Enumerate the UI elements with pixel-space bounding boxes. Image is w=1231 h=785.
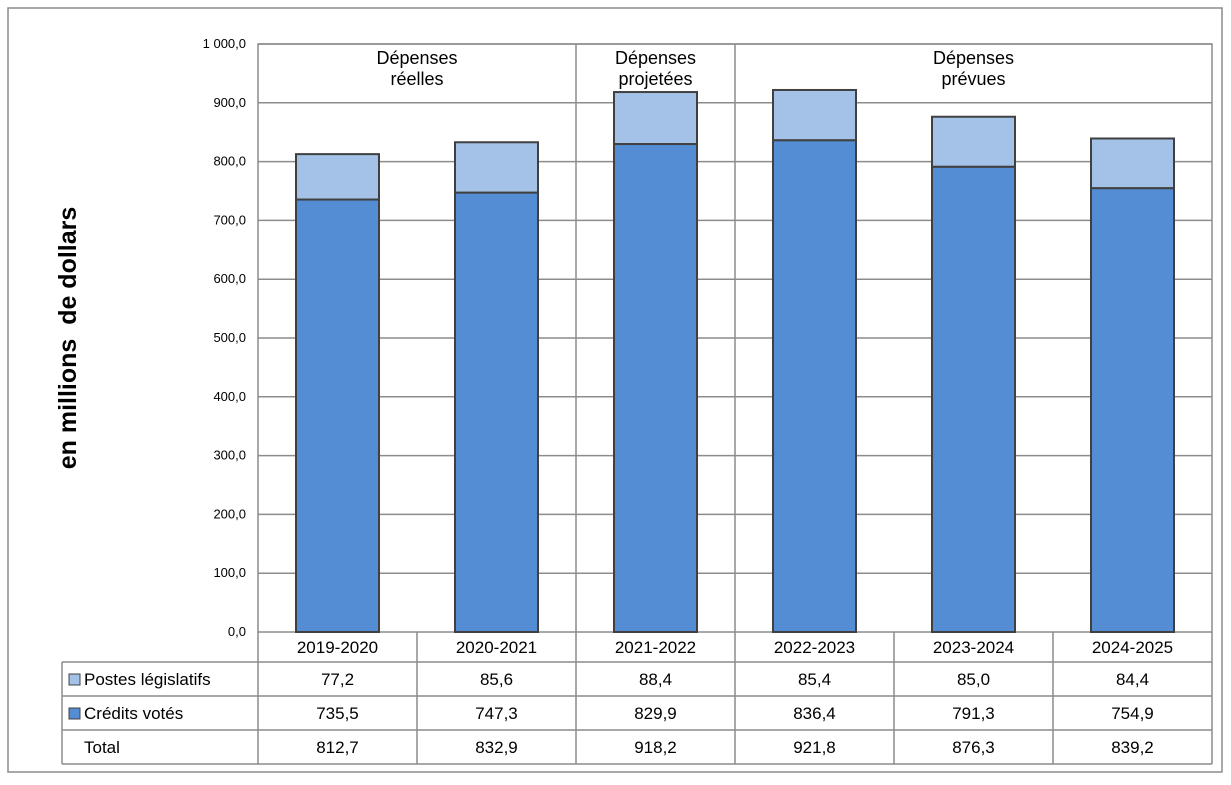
- group-label: projetées: [618, 69, 692, 89]
- bar-credits-votes: [295, 198, 380, 633]
- bar-postes-legislatifs: [772, 88, 857, 142]
- data-label: 747,3: [475, 704, 518, 723]
- y-tick-label: 1 000,0: [203, 36, 246, 51]
- y-tick-label: 0,0: [228, 624, 246, 639]
- bar-credits-votes: [1090, 187, 1175, 633]
- bar-credits-votes: [931, 165, 1016, 633]
- data-label: 85,6: [480, 670, 513, 689]
- y-tick-label: 600,0: [213, 271, 246, 286]
- y-tick-label: 500,0: [213, 330, 246, 345]
- bar-postes-legislatifs: [613, 91, 698, 146]
- total-label: 839,2: [1111, 738, 1154, 757]
- group-label: prévues: [941, 69, 1005, 89]
- y-tick-label: 400,0: [213, 389, 246, 404]
- legend-label: Total: [84, 738, 120, 757]
- data-label: 85,0: [957, 670, 990, 689]
- total-label: 921,8: [793, 738, 836, 757]
- y-tick-label: 800,0: [213, 154, 246, 169]
- total-label: 812,7: [316, 738, 359, 757]
- bar-credits-votes: [613, 143, 698, 633]
- legend-swatch: [68, 673, 81, 686]
- total-label: 876,3: [952, 738, 995, 757]
- category-label: 2020-2021: [456, 638, 537, 657]
- category-label: 2021-2022: [615, 638, 696, 657]
- group-label: réelles: [390, 69, 443, 89]
- legend-label: Postes législatifs: [84, 670, 211, 689]
- group-label: Dépenses: [615, 48, 696, 68]
- y-tick-label: 700,0: [213, 212, 246, 227]
- data-label: 754,9: [1111, 704, 1154, 723]
- group-label: Dépenses: [376, 48, 457, 68]
- category-label: 2024-2025: [1092, 638, 1173, 657]
- data-label: 84,4: [1116, 670, 1149, 689]
- bar-postes-legislatifs: [454, 141, 539, 194]
- legend-swatch: [68, 707, 81, 720]
- group-label: Dépenses: [933, 48, 1014, 68]
- bar-postes-legislatifs: [1090, 137, 1175, 190]
- total-label: 832,9: [475, 738, 518, 757]
- data-label: 791,3: [952, 704, 995, 723]
- y-axis-title: en millions de dollars: [54, 207, 82, 470]
- y-tick-label: 100,0: [213, 565, 246, 580]
- data-label: 88,4: [639, 670, 672, 689]
- bar-credits-votes: [454, 191, 539, 634]
- total-label: 918,2: [634, 738, 677, 757]
- bar-postes-legislatifs: [931, 115, 1016, 168]
- data-label: 77,2: [321, 670, 354, 689]
- bar-credits-votes: [772, 139, 857, 633]
- data-label: 836,4: [793, 704, 836, 723]
- y-tick-label: 900,0: [213, 95, 246, 110]
- bar-postes-legislatifs: [295, 153, 380, 201]
- y-tick-label: 300,0: [213, 448, 246, 463]
- legend-label: Crédits votés: [84, 704, 183, 723]
- category-label: 2019-2020: [297, 638, 378, 657]
- data-label: 735,5: [316, 704, 359, 723]
- data-label: 85,4: [798, 670, 831, 689]
- y-tick-label: 200,0: [213, 506, 246, 521]
- data-label: 829,9: [634, 704, 677, 723]
- category-label: 2022-2023: [774, 638, 855, 657]
- category-label: 2023-2024: [933, 638, 1014, 657]
